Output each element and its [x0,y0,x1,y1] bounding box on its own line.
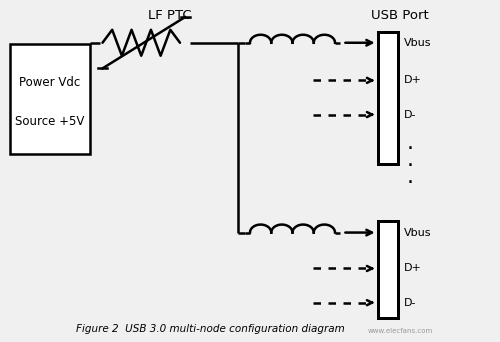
Text: LF PTC: LF PTC [148,9,192,22]
Text: D-: D- [404,298,416,308]
Text: D+: D+ [404,75,421,86]
Text: D+: D+ [404,263,421,274]
Bar [378,32,398,164]
Text: ·: · [406,173,414,193]
Text: www.elecfans.com: www.elecfans.com [368,328,432,334]
Text: Vbus: Vbus [404,227,431,238]
Text: Source +5V: Source +5V [16,115,84,128]
Text: ·: · [406,139,414,159]
Text: Figure 2  USB 3.0 multi-node configuration diagram: Figure 2 USB 3.0 multi-node configuratio… [76,325,344,334]
Bar [378,221,398,318]
Text: Power Vdc: Power Vdc [20,76,80,89]
Bar [10,44,90,154]
Text: D-: D- [404,109,416,120]
Text: Vbus: Vbus [404,38,431,48]
Text: USB Port: USB Port [371,9,429,22]
Text: ·: · [406,156,414,176]
